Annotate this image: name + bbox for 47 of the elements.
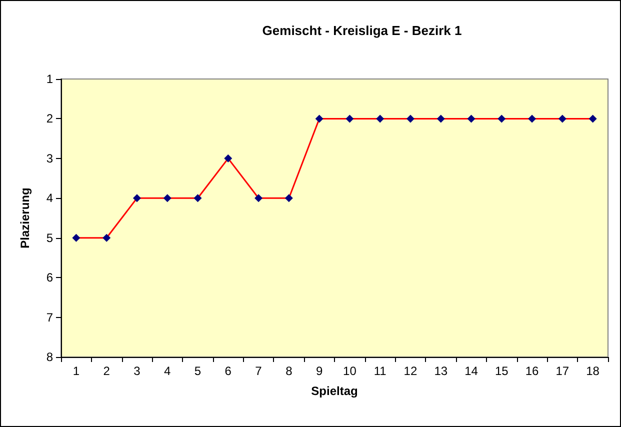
x-tick-label: 14 xyxy=(464,364,478,378)
x-tick-label: 18 xyxy=(586,364,600,378)
point xyxy=(406,114,414,123)
y-tick-label: 5 xyxy=(46,230,54,245)
x-tick-label: 6 xyxy=(224,364,232,378)
point xyxy=(102,234,111,242)
point xyxy=(376,114,384,123)
y-tick-label: 4 xyxy=(46,191,54,206)
y-tick-label: 6 xyxy=(46,270,54,285)
y-tick-label: 2 xyxy=(46,112,54,126)
point xyxy=(72,234,80,242)
x-tick-label: 2 xyxy=(103,364,110,378)
x-axis-title: Spieltag xyxy=(311,384,358,398)
x-tick-label: 7 xyxy=(255,364,262,378)
point xyxy=(558,114,566,123)
x-tick-label: 9 xyxy=(316,364,323,378)
x-tick-label: 12 xyxy=(404,364,418,378)
point xyxy=(194,194,202,202)
point xyxy=(346,114,354,123)
x-tick-label: 8 xyxy=(286,364,293,378)
y-tick-label: 7 xyxy=(46,310,54,324)
x-tick-label: 10 xyxy=(343,364,357,378)
y-tick-label: 8 xyxy=(46,350,54,364)
point xyxy=(436,114,445,123)
y-axis-title: Plazierung xyxy=(18,188,32,248)
point xyxy=(528,114,536,123)
x-tick-label: 15 xyxy=(494,364,509,378)
point xyxy=(498,114,506,123)
point xyxy=(315,114,324,123)
x-tick-label: 16 xyxy=(525,364,540,378)
y-tick-label: 3 xyxy=(46,151,54,166)
x-tick-label: 11 xyxy=(374,364,387,378)
x-tick-label: 17 xyxy=(556,364,570,378)
y-tick-label: 1 xyxy=(46,72,54,86)
point xyxy=(254,194,263,202)
point xyxy=(163,194,172,202)
point xyxy=(224,154,232,162)
x-tick-label: 4 xyxy=(164,364,172,378)
point xyxy=(588,114,597,123)
x-tick-label: 1 xyxy=(72,364,80,378)
point xyxy=(284,194,293,202)
chart-title: Gemischt - Kreisliga E - Bezirk 1 xyxy=(262,23,462,38)
x-tick-label: 5 xyxy=(194,364,202,378)
x-tick-label: 3 xyxy=(134,364,141,378)
point xyxy=(132,194,141,202)
x-tick-label: 13 xyxy=(434,364,448,378)
point xyxy=(467,114,476,123)
